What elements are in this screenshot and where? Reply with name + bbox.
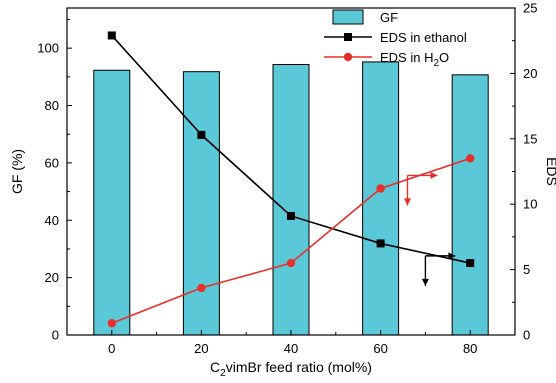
- y-left-tick-label-80: 80: [45, 98, 59, 113]
- x-axis-title-sub: 2: [220, 368, 226, 379]
- x-axis-title: C2vimBr feed ratio (mol%): [210, 359, 372, 379]
- point-eds-h2o-40: [286, 258, 296, 268]
- bar-gf-20: [182, 71, 220, 336]
- bar-group: [93, 61, 489, 336]
- bar-gf-0: [93, 69, 131, 336]
- y-left-tick-label-40: 40: [45, 213, 59, 228]
- legend-swatch-gf: [332, 9, 364, 25]
- legend: GF EDS in ethanol EDS in H2O: [324, 9, 467, 69]
- point-eds-ethanol-40: [287, 211, 295, 220]
- point-eds-ethanol-80: [466, 259, 475, 268]
- y-right-tick-label-0: 0: [523, 328, 530, 343]
- y-right-tick-label-5: 5: [523, 262, 530, 277]
- h2o-right-arrow-head: [430, 171, 438, 179]
- legend-marker-eds-ethanol: [344, 33, 352, 41]
- y-left-tick-label-60: 60: [45, 155, 59, 170]
- y-left-tick-label-0: 0: [52, 328, 59, 343]
- point-eds-ethanol-20: [197, 130, 206, 139]
- legend-marker-eds-h2o: [343, 52, 353, 62]
- legend-label-part: EDS in H: [380, 50, 433, 65]
- legend-label-eds-h2o: EDS in H2O: [380, 50, 449, 69]
- point-eds-h2o-0: [107, 319, 117, 328]
- legend-label-part: O: [439, 50, 449, 65]
- x-tick-label-80: 80: [463, 341, 477, 356]
- line-group: [107, 31, 475, 328]
- annotation-arrows: [403, 171, 456, 286]
- ethanol-right-arrow-head: [448, 252, 456, 260]
- axis-titles: GF (%) EDS C2vimBr feed ratio (mol%): [9, 149, 556, 379]
- point-eds-h2o-80: [466, 154, 475, 163]
- point-eds-ethanol-0: [107, 31, 116, 40]
- y-left-axis-title: GF (%): [9, 149, 25, 194]
- y-right-axis-title: EDS: [544, 157, 556, 186]
- point-eds-h2o-60: [376, 184, 385, 193]
- y-right-tick-label-25: 25: [523, 1, 537, 16]
- x-tick-label-20: 20: [194, 341, 208, 356]
- point-eds-h2o-20: [197, 283, 206, 293]
- y-right-tick-label-20: 20: [523, 66, 537, 81]
- y-left-tick-label-20: 20: [45, 270, 59, 285]
- bar-gf-80: [451, 74, 489, 336]
- x-tick-label-60: 60: [373, 341, 387, 356]
- y-left-tick-label-100: 100: [37, 41, 59, 56]
- y-right-tick-label-15: 15: [523, 131, 537, 146]
- legend-label-sub: 2: [433, 58, 439, 69]
- y-right-tick-label-10: 10: [523, 197, 537, 212]
- x-axis-title-part: C: [210, 359, 220, 375]
- x-tick-label-0: 0: [108, 341, 115, 356]
- point-eds-ethanol-60: [376, 239, 385, 248]
- ethanol-down-arrow-head: [421, 278, 429, 286]
- h2o-down-arrow-head: [403, 198, 411, 206]
- bar-gf-40: [272, 64, 310, 336]
- legend-label-gf: GF: [380, 10, 398, 25]
- legend-label-eds-ethanol: EDS in ethanol: [380, 30, 467, 45]
- x-axis-title-part: vimBr feed ratio (mol%): [226, 359, 372, 375]
- axes: 0 20 40 60 80 0 20 40 60 80 100 0 5 10 15 20 25: [37, 1, 537, 357]
- x-tick-label-40: 40: [284, 341, 298, 356]
